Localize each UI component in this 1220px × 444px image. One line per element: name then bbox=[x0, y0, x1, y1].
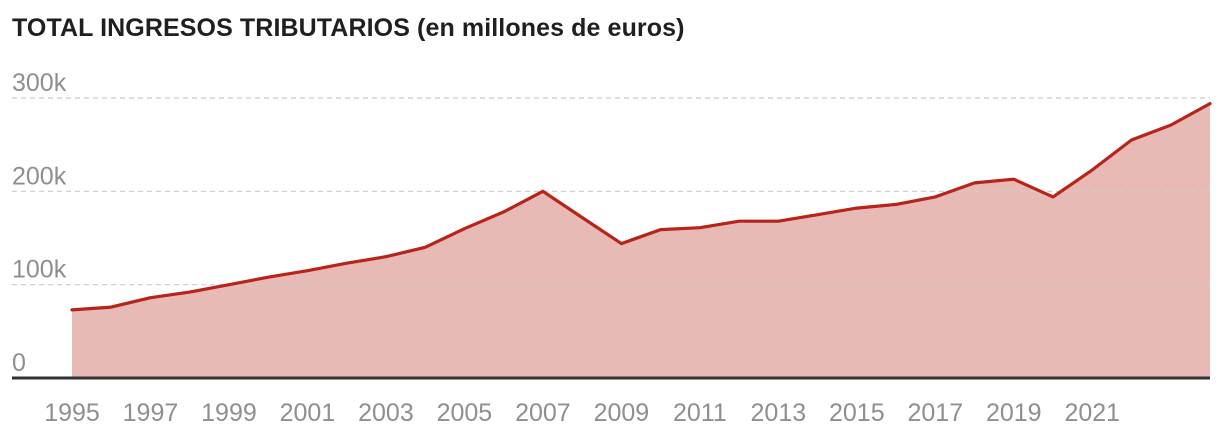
x-tick-label: 2017 bbox=[907, 399, 963, 427]
x-tick-label: 1999 bbox=[201, 399, 257, 427]
series-line bbox=[70, 102, 1212, 312]
x-tick-label: 2011 bbox=[673, 399, 727, 427]
x-tick-label: 2007 bbox=[515, 399, 571, 427]
x-tick-label: 2019 bbox=[986, 399, 1042, 427]
x-tick-label: 2015 bbox=[829, 399, 885, 427]
y-tick-label: 100k bbox=[12, 256, 67, 284]
x-tick-label: 1995 bbox=[44, 399, 100, 427]
x-tick-label: 2009 bbox=[594, 399, 650, 427]
y-tick-label: 200k bbox=[12, 162, 67, 190]
x-tick-label: 2005 bbox=[437, 399, 493, 427]
area-fill bbox=[72, 103, 1210, 378]
y-tick-label: 300k bbox=[12, 69, 67, 97]
chart-title: TOTAL INGRESOS TRIBUTARIOS (en millones … bbox=[12, 14, 685, 42]
y-tick-label: 0 bbox=[12, 349, 26, 377]
x-tick-label: 2001 bbox=[280, 399, 336, 427]
x-tick-label: 2003 bbox=[358, 399, 414, 427]
x-tick-label: 2013 bbox=[751, 399, 807, 427]
x-tick-label: 1997 bbox=[123, 399, 179, 427]
x-tick-label: 2021 bbox=[1064, 399, 1120, 427]
